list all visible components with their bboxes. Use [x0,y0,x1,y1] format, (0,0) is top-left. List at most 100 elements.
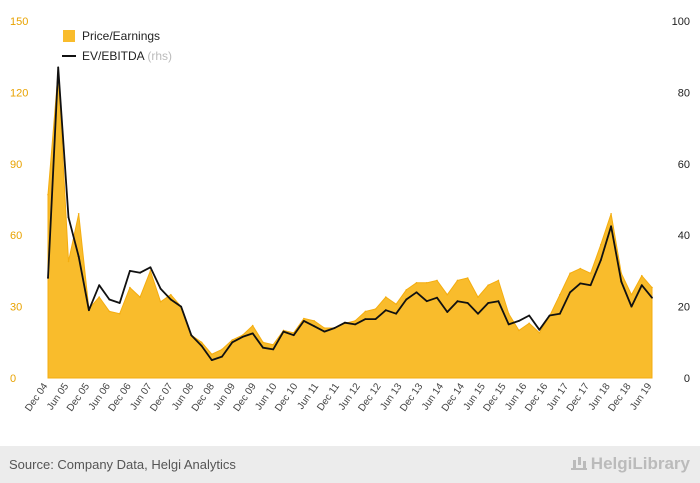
pe-area-layer [47,70,653,379]
ev-ebitda-point [190,334,193,337]
pe-point [211,353,213,356]
x-tick-label: Dec 12 [356,381,383,414]
x-tick-label: Dec 10 [273,381,300,414]
pe-point [528,322,530,325]
pe-point [600,243,602,246]
ev-ebitda-point [344,321,346,324]
pe-point [262,341,264,344]
ev-ebitda-point [548,314,551,317]
pe-point [426,282,428,284]
legend-pe-swatch [63,30,75,42]
ev-ebitda-point [303,320,305,322]
pe-area [47,70,653,379]
ev-ebitda-point [599,259,602,262]
ev-ebitda-point [169,298,172,301]
ev-ebitda-point [518,320,520,322]
source-note: Source: Company Data, Helgi Analytics [9,457,236,472]
x-tick-label: Dec 08 [190,381,217,414]
ev-ebitda-point [354,323,356,326]
ev-ebitda-point [231,341,234,344]
ev-ebitda-point [630,305,633,308]
ev-ebitda-point [313,325,316,328]
ev-ebitda-point [67,216,70,219]
pe-point [98,296,100,298]
ev-ebitda-point [292,334,295,337]
ev-ebitda-point [589,284,592,287]
ev-ebitda-point [538,328,541,331]
pe-point [170,293,172,296]
ev-ebitda-point [149,266,152,269]
pe-point [323,327,326,329]
pe-point [395,303,397,306]
ev-ebitda-point [272,348,275,351]
ev-ebitda-point [323,330,326,333]
pe-point [589,272,592,275]
left-tick-label: 90 [10,159,22,171]
pe-point [313,320,316,322]
left-tick-label: 30 [10,302,22,314]
pe-point [487,284,490,287]
ev-ebitda-point [487,302,490,304]
ev-ebitda-point [405,298,408,301]
ev-ebitda-point [620,280,623,283]
pe-point [251,324,254,327]
ev-ebitda-point [262,346,264,349]
x-tick-label: Dec 04 [23,381,50,414]
pe-point [477,296,479,298]
x-tick-label: Dec 13 [398,381,425,414]
x-tick-label: Dec 05 [65,381,92,414]
ev-ebitda-point [364,318,367,320]
ev-ebitda-point [446,311,449,313]
ev-ebitda-point [579,282,582,285]
ev-ebitda-point [108,298,111,301]
legend-pe-label: Price/Earnings [82,29,160,43]
ev-ebitda-point [497,300,500,303]
pe-point [77,213,80,215]
pe-point [364,310,367,313]
ev-ebitda-point [210,359,213,361]
ev-ebitda-point [651,296,653,299]
left-tick-label: 120 [10,87,28,99]
pe-point [497,279,500,282]
right-axis-ticks: 0 20 40 60 80 100 [672,16,690,385]
pe-point [466,277,469,279]
ev-ebitda-point [477,312,479,315]
x-tick-label: Dec 16 [523,381,550,414]
x-tick-label: Dec 07 [148,381,175,414]
ev-ebitda-point [282,330,285,333]
left-tick-label: 60 [10,230,22,242]
pe-point [569,272,571,275]
pe-point [231,339,234,341]
ev-ebitda-point [456,300,459,303]
pe-point [108,310,111,313]
ev-ebitda-point [200,345,203,347]
x-tick-label: Dec 06 [107,381,134,414]
ev-ebitda-point [159,287,162,290]
pe-point [456,279,459,282]
pe-point [159,301,162,303]
ev-ebitda-point [528,314,531,317]
ev-ebitda-point [221,355,223,358]
pe-point [559,293,561,296]
pe-point [200,341,203,344]
right-tick-label: 100 [672,16,690,28]
pe-point [436,279,438,282]
ev-ebitda-point [640,284,643,287]
ev-ebitda-point [507,323,510,326]
ev-ebitda-point [395,312,397,315]
pe-point [374,308,377,310]
ev-ebitda-point [57,66,60,69]
x-tick-label: Jun 19 [628,381,654,412]
ev-ebitda-point [425,300,428,303]
ev-ebitda-point [333,327,336,329]
pe-point [518,329,520,332]
ev-ebitda-point [118,302,121,304]
pe-point [610,213,612,215]
legend-ev-label: EV/EBITDA (rhs) [82,49,172,63]
ev-ebitda-line-layer [47,66,653,362]
ev-ebitda-point [98,284,101,287]
ev-ebitda-point [374,318,377,320]
pe-point [579,267,582,270]
pe-point [67,260,70,263]
